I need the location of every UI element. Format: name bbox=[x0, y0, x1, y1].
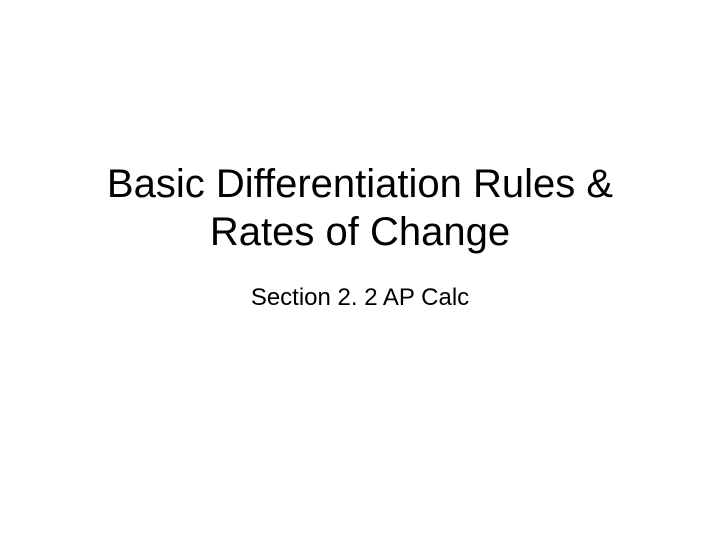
title-line-2: Rates of Change bbox=[210, 210, 510, 254]
title-line-1: Basic Differentiation Rules & bbox=[107, 162, 613, 206]
slide-subtitle: Section 2. 2 AP Calc bbox=[251, 284, 469, 312]
slide-content: Basic Differentiation Rules & Rates of C… bbox=[0, 160, 720, 312]
slide-title: Basic Differentiation Rules & Rates of C… bbox=[107, 160, 613, 256]
